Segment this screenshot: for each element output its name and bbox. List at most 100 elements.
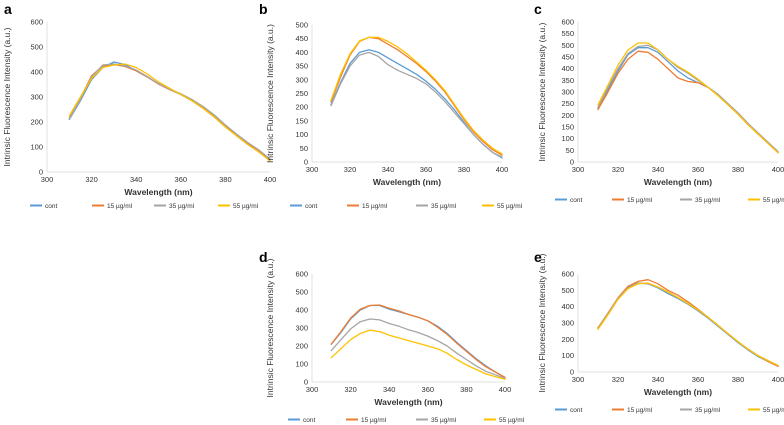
chart-panel-c: c 0 50 100 150 200 250 300 350 400 450 500 550 600 300… bbox=[534, 1, 784, 204]
legend-item-55: 55 µg/ml bbox=[748, 407, 784, 414]
x-tick-label: 320 bbox=[344, 165, 357, 174]
x-tick-label: 340 bbox=[382, 165, 395, 174]
y-axis-title: Intrinsic Fluorescence Intensity (a.u.) bbox=[265, 258, 275, 397]
legend-item-cont: cont bbox=[288, 417, 315, 424]
series-line-35 bbox=[330, 318, 506, 380]
legend-item-15: 15 µg/ml bbox=[612, 197, 653, 204]
y-tick-label: 100 bbox=[561, 134, 574, 143]
y-tick-label: 0 bbox=[570, 368, 574, 377]
x-tick-label: 380 bbox=[219, 175, 232, 184]
x-tick-label: 340 bbox=[652, 165, 665, 174]
y-tick-label: 150 bbox=[295, 116, 308, 125]
x-tick-label: 400 bbox=[772, 375, 784, 384]
panel-letter: a bbox=[4, 1, 12, 17]
y-tick-label: 0 bbox=[304, 378, 308, 387]
y-tick-label: 400 bbox=[30, 68, 43, 77]
chart-panel-e: e 0 100 200 300 400 500 600 300 320 340 360 380 400 Wa… bbox=[534, 249, 784, 414]
x-tick-label: 320 bbox=[612, 165, 625, 174]
y-tick-label: 300 bbox=[30, 93, 43, 102]
legend-label: 35 µg/ml bbox=[695, 197, 721, 204]
legend-item-55: 55 µg/ml bbox=[484, 417, 525, 424]
y-tick-label: 300 bbox=[295, 75, 308, 84]
x-tick-label: 400 bbox=[496, 165, 509, 174]
y-tick-label: 0 bbox=[39, 168, 43, 177]
y-tick-label: 50 bbox=[300, 144, 308, 153]
legend-label: cont bbox=[305, 203, 317, 210]
legend-label: 35 µg/ml bbox=[695, 407, 721, 414]
series-line-35 bbox=[330, 51, 503, 158]
x-axis-title: Wavelength (nm) bbox=[124, 187, 192, 197]
x-axis-title: Wavelength (nm) bbox=[644, 177, 712, 187]
legend-item-55: 55 µg/ml bbox=[748, 197, 784, 204]
x-tick-label: 300 bbox=[306, 165, 319, 174]
panel-letter: e bbox=[534, 249, 542, 265]
x-tick-label: 320 bbox=[612, 375, 625, 384]
legend-label: 15 µg/ml bbox=[627, 197, 653, 204]
x-axis-title: Wavelength (nm) bbox=[374, 397, 442, 407]
series-line-35 bbox=[597, 282, 779, 367]
x-tick-label: 320 bbox=[85, 175, 98, 184]
y-tick-label: 0 bbox=[570, 158, 574, 167]
legend-label: 15 µg/ml bbox=[627, 407, 653, 414]
y-tick-label: 0 bbox=[304, 158, 308, 167]
chart-panel-d: d 0 100 200 300 400 500 600 300 320 340 360 380 400 Wa… bbox=[259, 249, 525, 424]
series-line-55 bbox=[68, 63, 271, 162]
series-line-15 bbox=[330, 304, 506, 379]
x-tick-label: 300 bbox=[572, 165, 585, 174]
legend-item-cont: cont bbox=[555, 407, 582, 414]
x-tick-label: 400 bbox=[264, 175, 277, 184]
panel-letter: c bbox=[534, 1, 542, 17]
legend-label: 15 µg/ml bbox=[362, 203, 388, 210]
y-tick-label: 300 bbox=[561, 88, 574, 97]
y-tick-label: 500 bbox=[295, 21, 308, 30]
series-line-15 bbox=[68, 63, 271, 161]
series-line-15 bbox=[597, 50, 779, 154]
y-tick-label: 100 bbox=[295, 360, 308, 369]
y-tick-label: 400 bbox=[295, 48, 308, 57]
legend-item-35: 35 µg/ml bbox=[416, 417, 457, 424]
series-line-55 bbox=[597, 42, 779, 154]
y-tick-label: 400 bbox=[561, 302, 574, 311]
y-tick-label: 400 bbox=[561, 64, 574, 73]
y-tick-label: 350 bbox=[295, 62, 308, 71]
y-tick-label: 450 bbox=[561, 53, 574, 62]
x-tick-label: 360 bbox=[422, 385, 435, 394]
y-tick-label: 450 bbox=[295, 34, 308, 43]
legend-label: 55 µg/ml bbox=[763, 407, 784, 414]
y-tick-label: 100 bbox=[30, 143, 43, 152]
y-tick-label: 150 bbox=[561, 123, 574, 132]
y-tick-label: 500 bbox=[561, 41, 574, 50]
x-tick-label: 400 bbox=[499, 385, 512, 394]
series-line-35 bbox=[68, 63, 271, 160]
x-tick-label: 340 bbox=[130, 175, 143, 184]
y-tick-label: 250 bbox=[561, 99, 574, 108]
y-axis-title: Intrinsic Fluorescence Intensity (a.u.) bbox=[537, 22, 547, 161]
x-tick-label: 300 bbox=[306, 385, 319, 394]
y-tick-label: 200 bbox=[561, 335, 574, 344]
legend-label: cont bbox=[570, 407, 582, 414]
y-axis-title: Intrinsic Fluorescence Intensity (a.u.) bbox=[537, 253, 547, 392]
y-tick-label: 300 bbox=[561, 319, 574, 328]
legend-item-cont: cont bbox=[290, 203, 317, 210]
x-tick-label: 320 bbox=[344, 385, 357, 394]
legend-label: 15 µg/ml bbox=[107, 203, 133, 210]
y-tick-label: 600 bbox=[561, 270, 574, 279]
x-tick-label: 300 bbox=[572, 375, 585, 384]
legend-item-15: 15 µg/ml bbox=[612, 407, 653, 414]
x-tick-label: 380 bbox=[732, 165, 745, 174]
y-tick-label: 50 bbox=[566, 146, 574, 155]
x-tick-label: 380 bbox=[458, 165, 471, 174]
legend-item-15: 15 µg/ml bbox=[92, 203, 133, 210]
legend-label: 15 µg/ml bbox=[361, 417, 387, 424]
y-axis-title: Intrinsic Fluorescence Intensity (a.u.) bbox=[2, 27, 12, 166]
x-tick-label: 360 bbox=[175, 175, 188, 184]
legend-item-55: 55 µg/ml bbox=[218, 203, 259, 210]
x-tick-label: 360 bbox=[692, 165, 705, 174]
y-tick-label: 400 bbox=[295, 306, 308, 315]
legend-label: cont bbox=[303, 417, 315, 424]
y-axis-title: Intrinsic Fluorescence Intensity (a.u.) bbox=[265, 24, 275, 163]
y-tick-label: 200 bbox=[295, 103, 308, 112]
series-line-55 bbox=[330, 36, 503, 155]
legend-item-15: 15 µg/ml bbox=[347, 203, 388, 210]
series-line-cont bbox=[597, 282, 779, 367]
